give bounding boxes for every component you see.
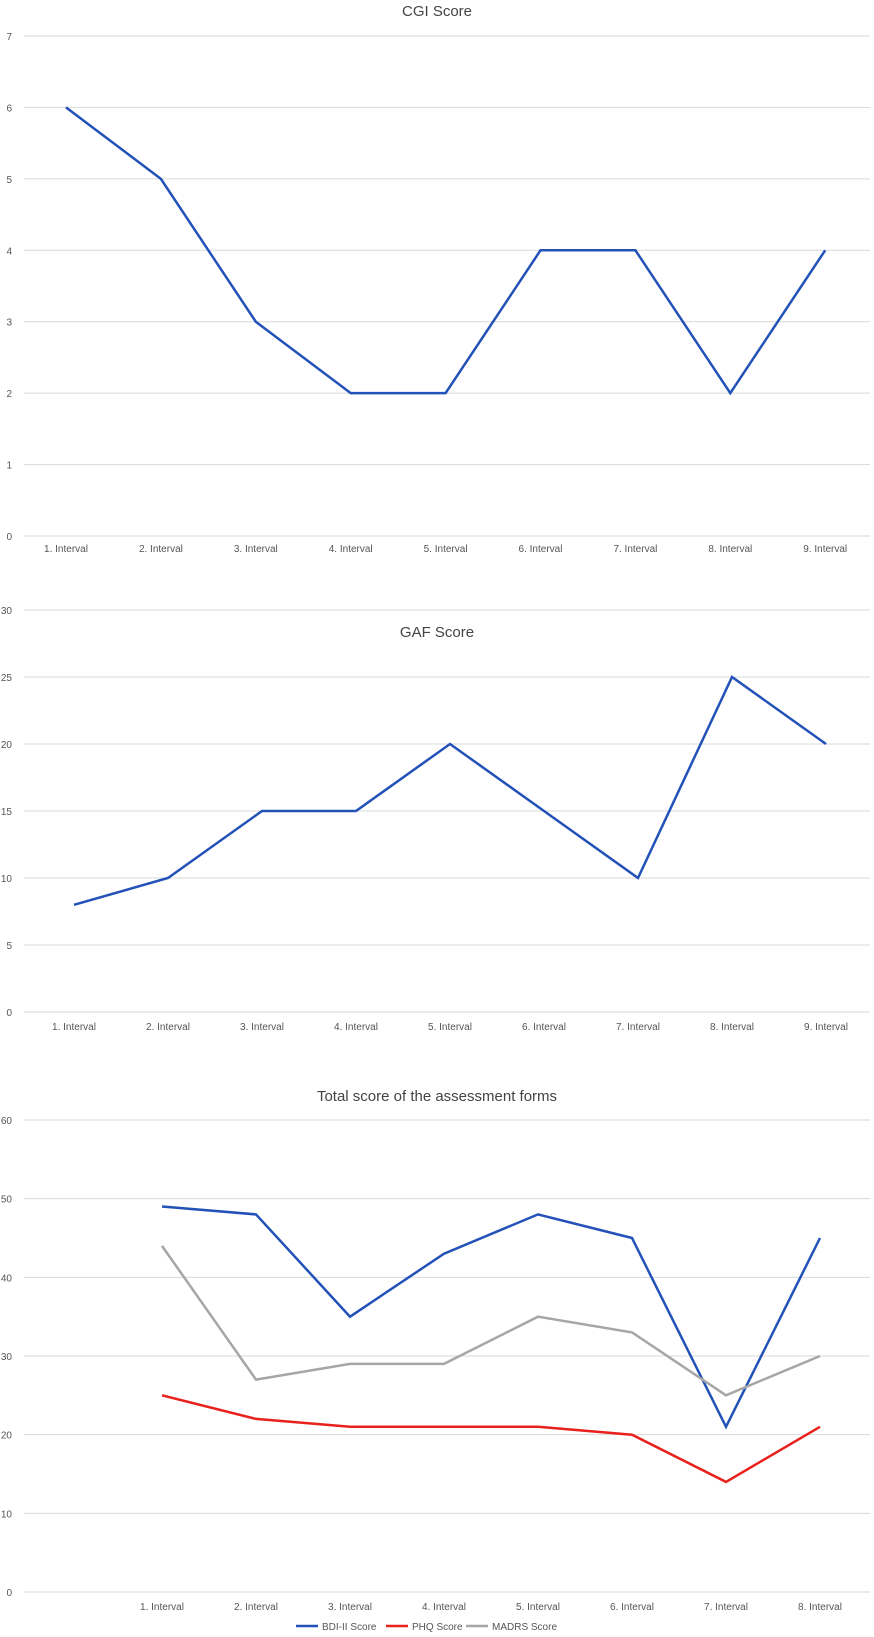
x-tick-label: 6. Interval xyxy=(610,1602,654,1613)
x-tick-label: 2. Interval xyxy=(146,1022,190,1033)
total-score-chart: Total score of the assessment forms 0 10 2… xyxy=(1,1088,870,1633)
x-tick-label: 5. Interval xyxy=(424,544,468,555)
gaf-score-chart: GAF Score 0 5 10 15 20 25 30 1. Interval 2. Int… xyxy=(1,606,870,1033)
x-tick-label: 5. Interval xyxy=(428,1022,472,1033)
y-tick-label: 30 xyxy=(1,1352,13,1363)
x-tick-label: 2. Interval xyxy=(139,544,183,555)
cgi-score-chart: CGI Score 0 1 2 3 4 5 6 7 1. Interval 2. Interva… xyxy=(6,3,870,555)
y-tick-label: 7 xyxy=(6,32,12,43)
x-tick-label: 6. Interval xyxy=(522,1022,566,1033)
x-tick-label: 1. Interval xyxy=(140,1602,184,1613)
legend-label-madrs-score: MADRS Score xyxy=(492,1622,557,1633)
x-tick-label: 3. Interval xyxy=(234,544,278,555)
y-tick-label: 20 xyxy=(1,1431,13,1442)
chart-title: Total score of the assessment forms xyxy=(317,1088,557,1105)
legend-label-phq-score: PHQ Score xyxy=(412,1622,463,1633)
x-tick-label: 1. Interval xyxy=(44,544,88,555)
x-tick-label: 8. Interval xyxy=(798,1602,842,1613)
y-tick-label: 20 xyxy=(1,740,13,751)
x-tick-label: 7. Interval xyxy=(704,1602,748,1613)
y-tick-label: 5 xyxy=(6,941,12,952)
y-tick-label: 2 xyxy=(6,389,12,400)
x-tick-label: 2. Interval xyxy=(234,1602,278,1613)
y-tick-label: 1 xyxy=(6,461,12,472)
x-tick-label: 4. Interval xyxy=(329,544,373,555)
x-tick-label: 1. Interval xyxy=(52,1022,96,1033)
y-tick-label: 3 xyxy=(6,318,12,329)
x-tick-label: 9. Interval xyxy=(803,544,847,555)
y-tick-label: 15 xyxy=(1,807,13,818)
y-tick-label: 10 xyxy=(1,874,13,885)
x-tick-label: 4. Interval xyxy=(422,1602,466,1613)
x-tick-label: 3. Interval xyxy=(240,1022,284,1033)
series-line xyxy=(73,675,827,907)
y-tick-label: 6 xyxy=(6,103,12,114)
x-tick-label: 8. Interval xyxy=(708,544,752,555)
y-tick-label: 30 xyxy=(1,606,13,617)
madrs-score-line xyxy=(160,1245,821,1397)
y-tick-label: 60 xyxy=(1,1116,13,1127)
x-tick-label: 7. Interval xyxy=(613,544,657,555)
x-tick-label: 5. Interval xyxy=(516,1602,560,1613)
x-tick-label: 7. Interval xyxy=(616,1022,660,1033)
x-tick-label: 3. Interval xyxy=(328,1602,372,1613)
phq-score-line xyxy=(161,1394,821,1484)
y-tick-label: 0 xyxy=(6,1008,12,1019)
y-tick-label: 4 xyxy=(6,246,12,257)
chart-title: GAF Score xyxy=(400,624,474,641)
y-tick-label: 10 xyxy=(1,1509,13,1520)
legend: BDI-II Score PHQ Score MADRS Score xyxy=(296,1622,557,1633)
y-tick-label: 50 xyxy=(1,1195,13,1206)
bdi-ii-score-line xyxy=(161,1205,822,1430)
x-tick-label: 8. Interval xyxy=(710,1022,754,1033)
y-tick-label: 0 xyxy=(6,1588,12,1599)
x-tick-label: 9. Interval xyxy=(804,1022,848,1033)
series-line xyxy=(65,106,827,396)
chart-title: CGI Score xyxy=(402,3,472,20)
y-tick-label: 0 xyxy=(6,532,12,543)
y-tick-label: 40 xyxy=(1,1273,13,1284)
legend-label-bdi-ii-score: BDI-II Score xyxy=(322,1622,377,1633)
y-tick-label: 25 xyxy=(1,673,13,684)
x-tick-label: 6. Interval xyxy=(519,544,563,555)
y-tick-label: 5 xyxy=(6,175,12,186)
x-tick-label: 4. Interval xyxy=(334,1022,378,1033)
